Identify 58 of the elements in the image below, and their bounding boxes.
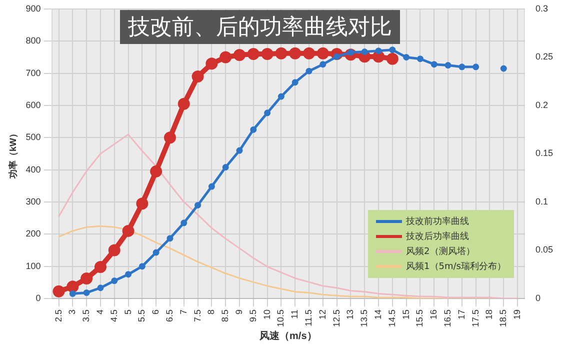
legend-label: 风频1（5m/s瑞利分布） xyxy=(406,260,506,273)
y-tick-label: 500 xyxy=(26,132,41,142)
y2-tick-label: 0 xyxy=(535,292,540,303)
x-tick-label: 18.5 xyxy=(498,309,508,328)
x-tick-label: 16.5 xyxy=(442,309,453,328)
y2-tick-label: 0.05 xyxy=(535,244,554,255)
y2-tick-label: 0.15 xyxy=(535,148,554,158)
x-tick-label: 7 xyxy=(178,309,188,314)
x-tick-label: 16 xyxy=(428,309,439,320)
y-tick-label: 300 xyxy=(26,196,41,206)
y2-tick-label: 0.2 xyxy=(535,100,548,110)
x-tick-label: 5.5 xyxy=(136,309,147,322)
y-tick-label: 100 xyxy=(26,260,41,271)
x-tick-label: 8 xyxy=(206,309,216,314)
x-tick-label: 12.5 xyxy=(331,309,342,328)
y-tick-label: 800 xyxy=(26,36,41,46)
x-tick-label: 9.5 xyxy=(248,309,258,322)
legend-label: 风频2（测风塔） xyxy=(406,246,475,258)
x-tick-label: 14 xyxy=(372,309,383,320)
y-tick-label: 700 xyxy=(26,68,41,78)
y-tick-label: 0 xyxy=(36,292,41,303)
x-tick-label: 17 xyxy=(456,309,466,320)
y2-tick-label: 0.1 xyxy=(535,196,548,206)
x-tick-label: 14.5 xyxy=(386,309,397,328)
x-tick-label: 6 xyxy=(150,309,161,314)
legend-label: 技改前功率曲线 xyxy=(406,216,470,228)
x-tick-label: 17.5 xyxy=(470,309,480,328)
x-tick-label: 2.5 xyxy=(53,309,64,322)
x-tick-label: 8.5 xyxy=(220,309,230,322)
y-axis-title: 功率（kW） xyxy=(8,128,18,180)
x-tick-label: 10.5 xyxy=(276,309,286,328)
y-tick-label: 200 xyxy=(26,228,41,239)
chart-title: 技改前、后的功率曲线对比 xyxy=(120,10,400,44)
y2-tick-label: 0.25 xyxy=(535,52,554,62)
x-tick-label: 4 xyxy=(94,309,105,314)
x-tick-label: 9 xyxy=(234,309,244,314)
y2-tick-label: 0.3 xyxy=(535,3,548,14)
legend-label: 技改后功率曲线 xyxy=(406,230,470,243)
x-tick-label: 11.5 xyxy=(303,309,314,326)
y-tick-label: 900 xyxy=(26,3,41,14)
x-tick-label: 4.5 xyxy=(108,309,119,322)
y-tick-label: 400 xyxy=(26,164,41,174)
x-tick-label: 15.5 xyxy=(414,309,425,328)
x-tick-label: 13 xyxy=(345,309,356,320)
x-tick-label: 7.5 xyxy=(192,309,202,322)
x-tick-label: 3 xyxy=(67,309,78,314)
x-tick-label: 3.5 xyxy=(81,309,92,322)
x-tick-label: 5 xyxy=(122,309,133,314)
x-tick-label: 13.5 xyxy=(359,309,370,328)
x-tick-label: 19 xyxy=(512,309,522,320)
x-tick-label: 6.5 xyxy=(164,309,174,322)
x-tick-label: 11 xyxy=(290,309,300,319)
x-tick-label: 12 xyxy=(317,309,328,320)
x-tick-label: 15 xyxy=(400,309,411,320)
y-tick-label: 600 xyxy=(26,100,41,110)
x-axis-title: 风速（m/s） xyxy=(258,330,317,342)
x-tick-label: 10 xyxy=(262,309,272,320)
x-tick-label: 18 xyxy=(484,309,494,320)
